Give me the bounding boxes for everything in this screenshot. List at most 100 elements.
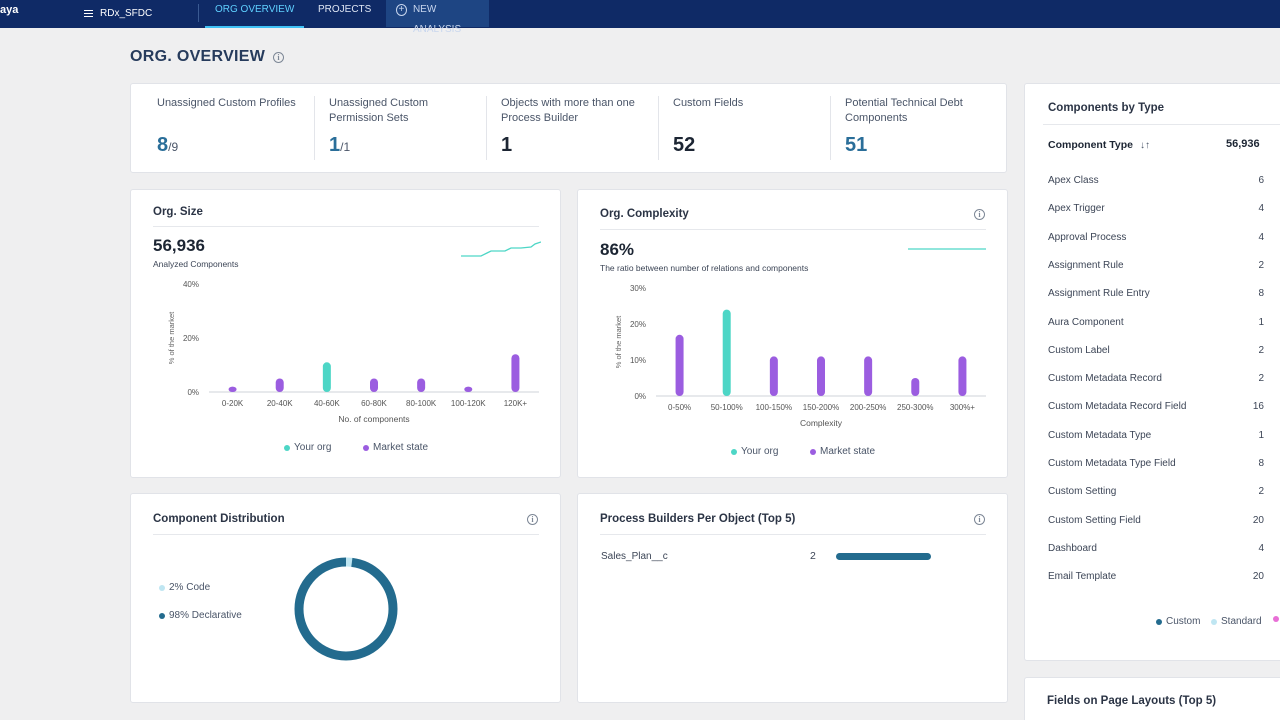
component-type-count: 4	[1258, 203, 1264, 215]
component-type-name: Email Template	[1048, 571, 1117, 583]
card-divider	[600, 229, 986, 230]
fields-on-page-layouts-card: Fields on Page Layouts (Top 5)	[1024, 677, 1280, 720]
legend-other	[1273, 616, 1280, 622]
component-type-name: Custom Label	[1048, 344, 1110, 356]
x-tick-label: 50-100%	[711, 403, 743, 412]
component-type-row[interactable]: Apex Class 6	[1048, 175, 1264, 186]
process-builder-count: 2	[810, 550, 816, 562]
component-type-row[interactable]: Assignment Rule Entry 8	[1048, 288, 1264, 299]
info-icon[interactable]: i	[273, 52, 284, 63]
component-type-row[interactable]: Approval Process 4	[1048, 232, 1264, 243]
org-menu-button[interactable]: RDx_SFDC	[84, 3, 152, 23]
distribution-donut-chart	[294, 557, 398, 661]
component-type-row[interactable]: Email Template 20	[1048, 571, 1264, 582]
components-total: 56,936	[1226, 138, 1260, 150]
card-divider	[600, 534, 986, 535]
x-tick-label: 0-50%	[668, 403, 691, 412]
bar	[228, 386, 237, 392]
x-tick-label: 250-300%	[897, 403, 933, 412]
metric-value: 1	[501, 134, 513, 156]
legend-dot	[1273, 616, 1279, 622]
y-tick-label: 30%	[630, 284, 646, 293]
card-title: Org. Size	[153, 206, 203, 218]
metric-label: Unassigned Custom Profiles	[157, 97, 296, 109]
y-axis-label: % of the market	[167, 311, 176, 364]
metric-value: 1/1	[329, 134, 351, 156]
component-distribution-card: Component Distribution i 2% Code 98% Dec…	[130, 493, 561, 703]
x-tick-label: 60-80K	[361, 399, 387, 408]
bar	[464, 386, 473, 392]
org-size-sparkline	[461, 241, 541, 257]
component-type-row[interactable]: Custom Label 2	[1048, 345, 1264, 356]
y-tick-label: 10%	[630, 356, 646, 365]
org-complexity-bar-chart: 0% 10% 20% 30% 0-50% 50-100% 100-150% 150-200% 2…	[614, 284, 986, 428]
card-divider	[1043, 124, 1280, 125]
component-type-count: 2	[1258, 486, 1264, 498]
component-type-name: Apex Trigger	[1048, 203, 1105, 215]
info-icon[interactable]: i	[974, 514, 985, 525]
component-type-row[interactable]: Custom Setting 2	[1048, 486, 1264, 497]
component-type-row[interactable]: Custom Metadata Record Field 16	[1048, 401, 1264, 412]
component-type-name: Apex Class	[1048, 175, 1099, 186]
component-type-name: Approval Process	[1048, 231, 1127, 243]
bar	[722, 309, 731, 396]
metric-value: 51	[845, 134, 868, 156]
bar	[370, 378, 378, 392]
card-divider	[153, 534, 539, 535]
bar	[958, 356, 967, 396]
org-size-subtitle: Analyzed Components	[153, 259, 239, 269]
component-type-row[interactable]: Aura Component 1	[1048, 317, 1264, 328]
x-tick-label: 300%+	[950, 403, 975, 412]
org-size-bar-chart: 0% 20% 40% 0-20K 20-40K 40-60K 60-80K 80-100K 10…	[167, 280, 539, 424]
sort-icon[interactable]: ↓↑	[1139, 139, 1150, 151]
nav-divider	[198, 4, 199, 22]
component-type-count: 16	[1252, 401, 1264, 413]
bar	[511, 354, 520, 392]
legend-dot	[284, 444, 290, 451]
page-title: ORG. OVERVIEW	[130, 48, 266, 65]
bar	[675, 334, 684, 396]
component-type-row[interactable]: Dashboard 4	[1048, 543, 1264, 554]
bar	[864, 356, 873, 396]
process-builder-bar[interactable]	[836, 553, 931, 560]
process-builder-object: Sales_Plan__c	[601, 551, 668, 562]
legend-dot	[810, 448, 816, 455]
info-icon[interactable]: i	[527, 514, 538, 525]
new-analysis-label: NEW ANALYSIS	[412, 4, 462, 35]
bar	[417, 378, 426, 392]
component-type-count: 6	[1258, 175, 1264, 186]
component-type-row[interactable]: Assignment Rule 2	[1048, 260, 1264, 271]
component-type-count: 20	[1252, 514, 1264, 526]
component-type-column-header[interactable]: Component Type ↓↑	[1048, 139, 1150, 151]
org-size-value: 56,936	[153, 236, 205, 255]
component-type-row[interactable]: Apex Trigger 4	[1048, 203, 1264, 214]
component-type-row[interactable]: Custom Metadata Type Field 8	[1048, 458, 1264, 469]
info-icon[interactable]: i	[974, 209, 985, 220]
new-analysis-button[interactable]: + NEW ANALYSIS	[386, 0, 489, 35]
org-complexity-subtitle: The ratio between number of relations an…	[600, 263, 809, 273]
tab-org-overview[interactable]: ORG OVERVIEW	[205, 0, 305, 28]
x-axis-label: Complexity	[800, 418, 843, 428]
org-complexity-value: 86%	[600, 240, 635, 259]
card-title: Component Distribution	[153, 513, 285, 525]
card-title: Process Builders Per Object (Top 5)	[600, 513, 796, 525]
legend-dot	[1156, 618, 1162, 625]
bar	[769, 356, 778, 396]
component-type-row[interactable]: Custom Metadata Type 1	[1048, 430, 1264, 441]
legend-dot	[363, 444, 369, 451]
metric-label: Objects with more than one Process Build…	[501, 97, 635, 124]
component-type-name: Dashboard	[1048, 542, 1097, 554]
component-type-count: 2	[1258, 344, 1264, 356]
metric-label: Custom Fields	[673, 97, 744, 109]
card-divider	[153, 226, 539, 227]
legend-declarative: 98% Declarative	[159, 610, 242, 621]
card-title: Components by Type	[1048, 102, 1165, 114]
y-axis-label: % of the market	[614, 315, 623, 368]
component-type-row[interactable]: Custom Metadata Record 2	[1048, 373, 1264, 384]
bar	[911, 378, 920, 396]
component-type-row[interactable]: Custom Setting Field 20	[1048, 515, 1264, 526]
app-logo[interactable]: aya	[0, 4, 19, 16]
plus-icon: +	[396, 4, 407, 16]
component-type-count: 2	[1258, 259, 1264, 271]
tab-projects[interactable]: PROJECTS	[318, 4, 372, 15]
